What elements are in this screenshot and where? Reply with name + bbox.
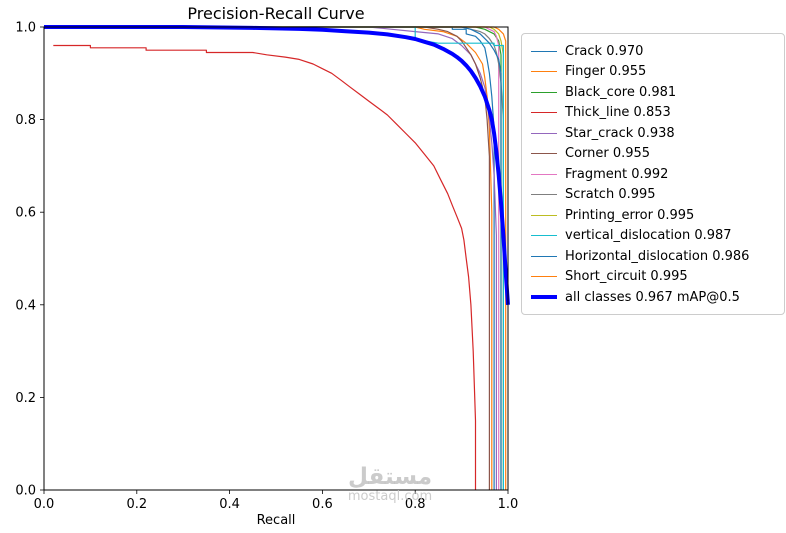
y-tick-label: 0.0: [15, 484, 36, 499]
x-tick-label: 0.4: [219, 497, 240, 512]
legend-label: Printing_error 0.995: [565, 207, 695, 223]
legend-line-swatch: [531, 153, 557, 154]
series-line-Crack: [44, 26, 495, 490]
legend-item: Scratch 0.995: [531, 185, 775, 205]
plot-border: [43, 26, 509, 491]
x-tick-label: 0.2: [126, 497, 147, 512]
legend-item: Horizontal_dislocation 0.986: [531, 246, 775, 266]
legend-label: Horizontal_dislocation 0.986: [565, 248, 750, 264]
legend-line-swatch: [531, 132, 557, 134]
legend-item: Finger 0.955: [531, 62, 775, 82]
legend-label: Thick_line 0.853: [565, 105, 671, 120]
legend-label: Short_circuit 0.995: [565, 269, 688, 284]
chart-title: Precision-Recall Curve: [187, 4, 365, 23]
legend-line-swatch: [531, 173, 557, 175]
series-line-Scratch: [44, 26, 504, 490]
y-tick-label: 0.6: [15, 206, 36, 221]
series-line-Fragment: [44, 26, 500, 490]
legend-line-swatch: [531, 255, 557, 257]
series-line-Horizontal_dislocation: [44, 26, 502, 490]
legend-line-swatch: [531, 71, 557, 72]
legend-label: Scratch 0.995: [565, 187, 656, 202]
legend-line-swatch: [531, 235, 557, 236]
x-axis-label: Recall: [256, 513, 296, 528]
y-tick-label: 0.8: [15, 113, 36, 128]
series-line-Printing_error: [44, 26, 504, 490]
legend-item: Star_crack 0.938: [531, 123, 775, 143]
legend-item: all classes 0.967 mAP@0.5: [531, 287, 775, 307]
legend-line-swatch: [531, 295, 557, 299]
legend-line-swatch: [531, 276, 557, 277]
legend: Crack 0.970 Finger 0.955 Black_core 0.981 T…: [521, 33, 785, 315]
legend-item: Crack 0.970: [531, 41, 775, 61]
legend-label: Finger 0.955: [565, 64, 647, 79]
legend-label: Corner 0.955: [565, 146, 651, 161]
legend-line-swatch: [531, 91, 557, 93]
y-tick-label: 0.2: [15, 391, 36, 406]
legend-item: Short_circuit 0.995: [531, 267, 775, 287]
series-line-Star_crack: [44, 26, 497, 490]
legend-label: Fragment 0.992: [565, 166, 669, 182]
series-line-Corner: [44, 26, 490, 490]
legend-item: Fragment 0.992: [531, 164, 775, 184]
series-line-Thick_line: [53, 44, 477, 490]
legend-item: Printing_error 0.995: [531, 205, 775, 225]
legend-line-swatch: [531, 112, 557, 113]
legend-label: Black_core 0.981: [565, 84, 677, 100]
series-line-Short_circuit: [44, 26, 507, 490]
legend-label: Crack 0.970: [565, 43, 644, 59]
series-line-Finger: [44, 26, 493, 490]
x-tick-label: 0.6: [312, 497, 333, 512]
legend-line-swatch: [531, 194, 557, 195]
legend-item: Black_core 0.981: [531, 82, 775, 102]
legend-label: all classes 0.967 mAP@0.5: [565, 289, 740, 305]
legend-item: Corner 0.955: [531, 144, 775, 164]
x-tick-label: 1.0: [498, 497, 519, 512]
legend-line-swatch: [531, 50, 557, 52]
legend-item: Thick_line 0.853: [531, 103, 775, 123]
x-tick-label: 0.0: [34, 497, 55, 512]
legend-line-swatch: [531, 214, 557, 216]
legend-label: vertical_dislocation 0.987: [565, 228, 732, 243]
x-tick-label: 0.8: [405, 497, 426, 512]
series-line-vertical_dislocation: [44, 26, 504, 490]
y-tick-label: 0.4: [15, 298, 36, 313]
y-tick-label: 1.0: [15, 21, 36, 36]
plot-area: 0.0 0.2 0.4 0.6 0.8 1.0 0.0 0.2 0.4 0.6 0.8 1.0: [15, 21, 519, 513]
series-line-all_classes: [44, 25, 510, 305]
legend-item: vertical_dislocation 0.987: [531, 226, 775, 246]
series-line-Black_core: [44, 26, 502, 490]
legend-label: Star_crack 0.938: [565, 125, 675, 141]
